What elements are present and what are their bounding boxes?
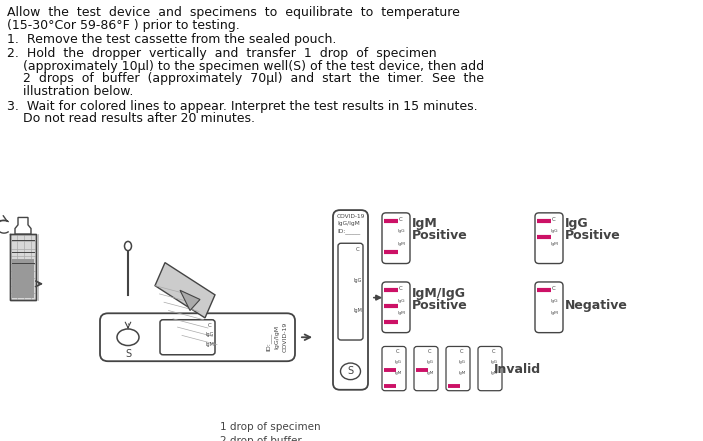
Text: IgM: IgM [398, 243, 406, 247]
Text: C: C [399, 286, 403, 291]
Text: (15-30°Cor 59-86°F ) prior to testing.: (15-30°Cor 59-86°F ) prior to testing. [7, 19, 240, 32]
Text: C: C [492, 349, 496, 354]
FancyBboxPatch shape [333, 210, 368, 390]
Text: IgM: IgM [395, 371, 402, 375]
Text: C: C [356, 247, 360, 252]
Text: C: C [399, 217, 403, 221]
Text: IgG/IgM: IgG/IgM [337, 221, 360, 226]
Text: COVID-19: COVID-19 [283, 322, 288, 352]
FancyBboxPatch shape [535, 213, 563, 264]
Text: IgG: IgG [398, 229, 406, 233]
Text: 1.  Remove the test cassette from the sealed pouch.: 1. Remove the test cassette from the sea… [7, 33, 336, 46]
Text: 2.  Hold  the  dropper  vertically  and  transfer  1  drop  of  specimen: 2. Hold the dropper vertically and trans… [7, 48, 437, 60]
Text: ID:_____: ID:_____ [337, 228, 360, 234]
FancyBboxPatch shape [478, 347, 502, 391]
Text: Positive: Positive [565, 229, 621, 243]
Text: IgG/IgM: IgG/IgM [274, 325, 280, 349]
Text: IgG: IgG [398, 299, 406, 303]
FancyBboxPatch shape [160, 320, 215, 355]
Polygon shape [155, 262, 215, 318]
Text: S: S [347, 366, 354, 376]
Text: IgG: IgG [427, 360, 434, 364]
Ellipse shape [340, 363, 361, 380]
Text: IgG: IgG [206, 332, 214, 337]
Text: IgM: IgM [412, 217, 438, 231]
Text: IgG: IgG [565, 217, 588, 231]
Text: IgG: IgG [395, 360, 402, 364]
Text: Do not read results after 20 minutes.: Do not read results after 20 minutes. [7, 112, 255, 125]
FancyBboxPatch shape [446, 347, 470, 391]
Text: 3.  Wait for colored lines to appear. Interpret the test results in 15 minutes.: 3. Wait for colored lines to appear. Int… [7, 100, 477, 113]
Text: IgM: IgM [398, 311, 406, 315]
Text: IgG: IgG [551, 299, 558, 303]
Text: C: C [428, 349, 432, 354]
Polygon shape [15, 217, 31, 234]
Text: COVID-19: COVID-19 [337, 214, 366, 219]
Text: IgG: IgG [491, 360, 498, 364]
Polygon shape [10, 234, 36, 300]
Text: IgM: IgM [491, 371, 498, 375]
Text: IgG: IgG [354, 278, 362, 283]
Text: Invalid: Invalid [494, 363, 541, 376]
Text: illustration below.: illustration below. [7, 85, 134, 98]
Text: IgM: IgM [551, 311, 559, 315]
Text: IgM: IgM [459, 371, 466, 375]
Text: C: C [460, 349, 463, 354]
Ellipse shape [117, 329, 139, 346]
Text: IgG: IgG [459, 360, 466, 364]
FancyBboxPatch shape [414, 347, 438, 391]
Text: S: S [125, 349, 131, 359]
Text: Negative: Negative [565, 299, 628, 311]
Ellipse shape [124, 241, 131, 250]
Text: 1 drop of specimen: 1 drop of specimen [220, 422, 321, 432]
Text: IgM/IgG: IgM/IgG [412, 287, 466, 299]
Text: IgM: IgM [206, 342, 215, 347]
Text: IgM: IgM [551, 243, 559, 247]
Text: (approximately 10μl) to the specimen well(S) of the test device, then add: (approximately 10μl) to the specimen wel… [7, 60, 484, 73]
FancyBboxPatch shape [382, 213, 410, 264]
Text: 2 drop of buffer: 2 drop of buffer [220, 436, 302, 441]
Text: ID:___: ID:___ [266, 333, 272, 351]
Polygon shape [12, 259, 34, 298]
Text: IgG: IgG [551, 229, 558, 233]
Text: C: C [396, 349, 399, 354]
Text: C: C [208, 322, 212, 328]
Text: C: C [552, 217, 556, 221]
Text: IgM: IgM [354, 308, 363, 313]
Text: C: C [552, 286, 556, 291]
FancyBboxPatch shape [382, 347, 406, 391]
Text: Allow  the  test  device  and  specimens  to  equilibrate  to  temperature: Allow the test device and specimens to e… [7, 7, 460, 19]
FancyBboxPatch shape [382, 282, 410, 333]
Text: IgM: IgM [427, 371, 434, 375]
Text: Positive: Positive [412, 229, 467, 243]
Polygon shape [180, 290, 200, 310]
FancyBboxPatch shape [100, 313, 295, 361]
Text: 2  drops  of  buffer  (approximately  70μl)  and  start  the  timer.  See  the: 2 drops of buffer (approximately 70μl) a… [7, 72, 484, 86]
FancyBboxPatch shape [338, 243, 363, 340]
FancyBboxPatch shape [535, 282, 563, 333]
Text: Positive: Positive [412, 299, 467, 311]
